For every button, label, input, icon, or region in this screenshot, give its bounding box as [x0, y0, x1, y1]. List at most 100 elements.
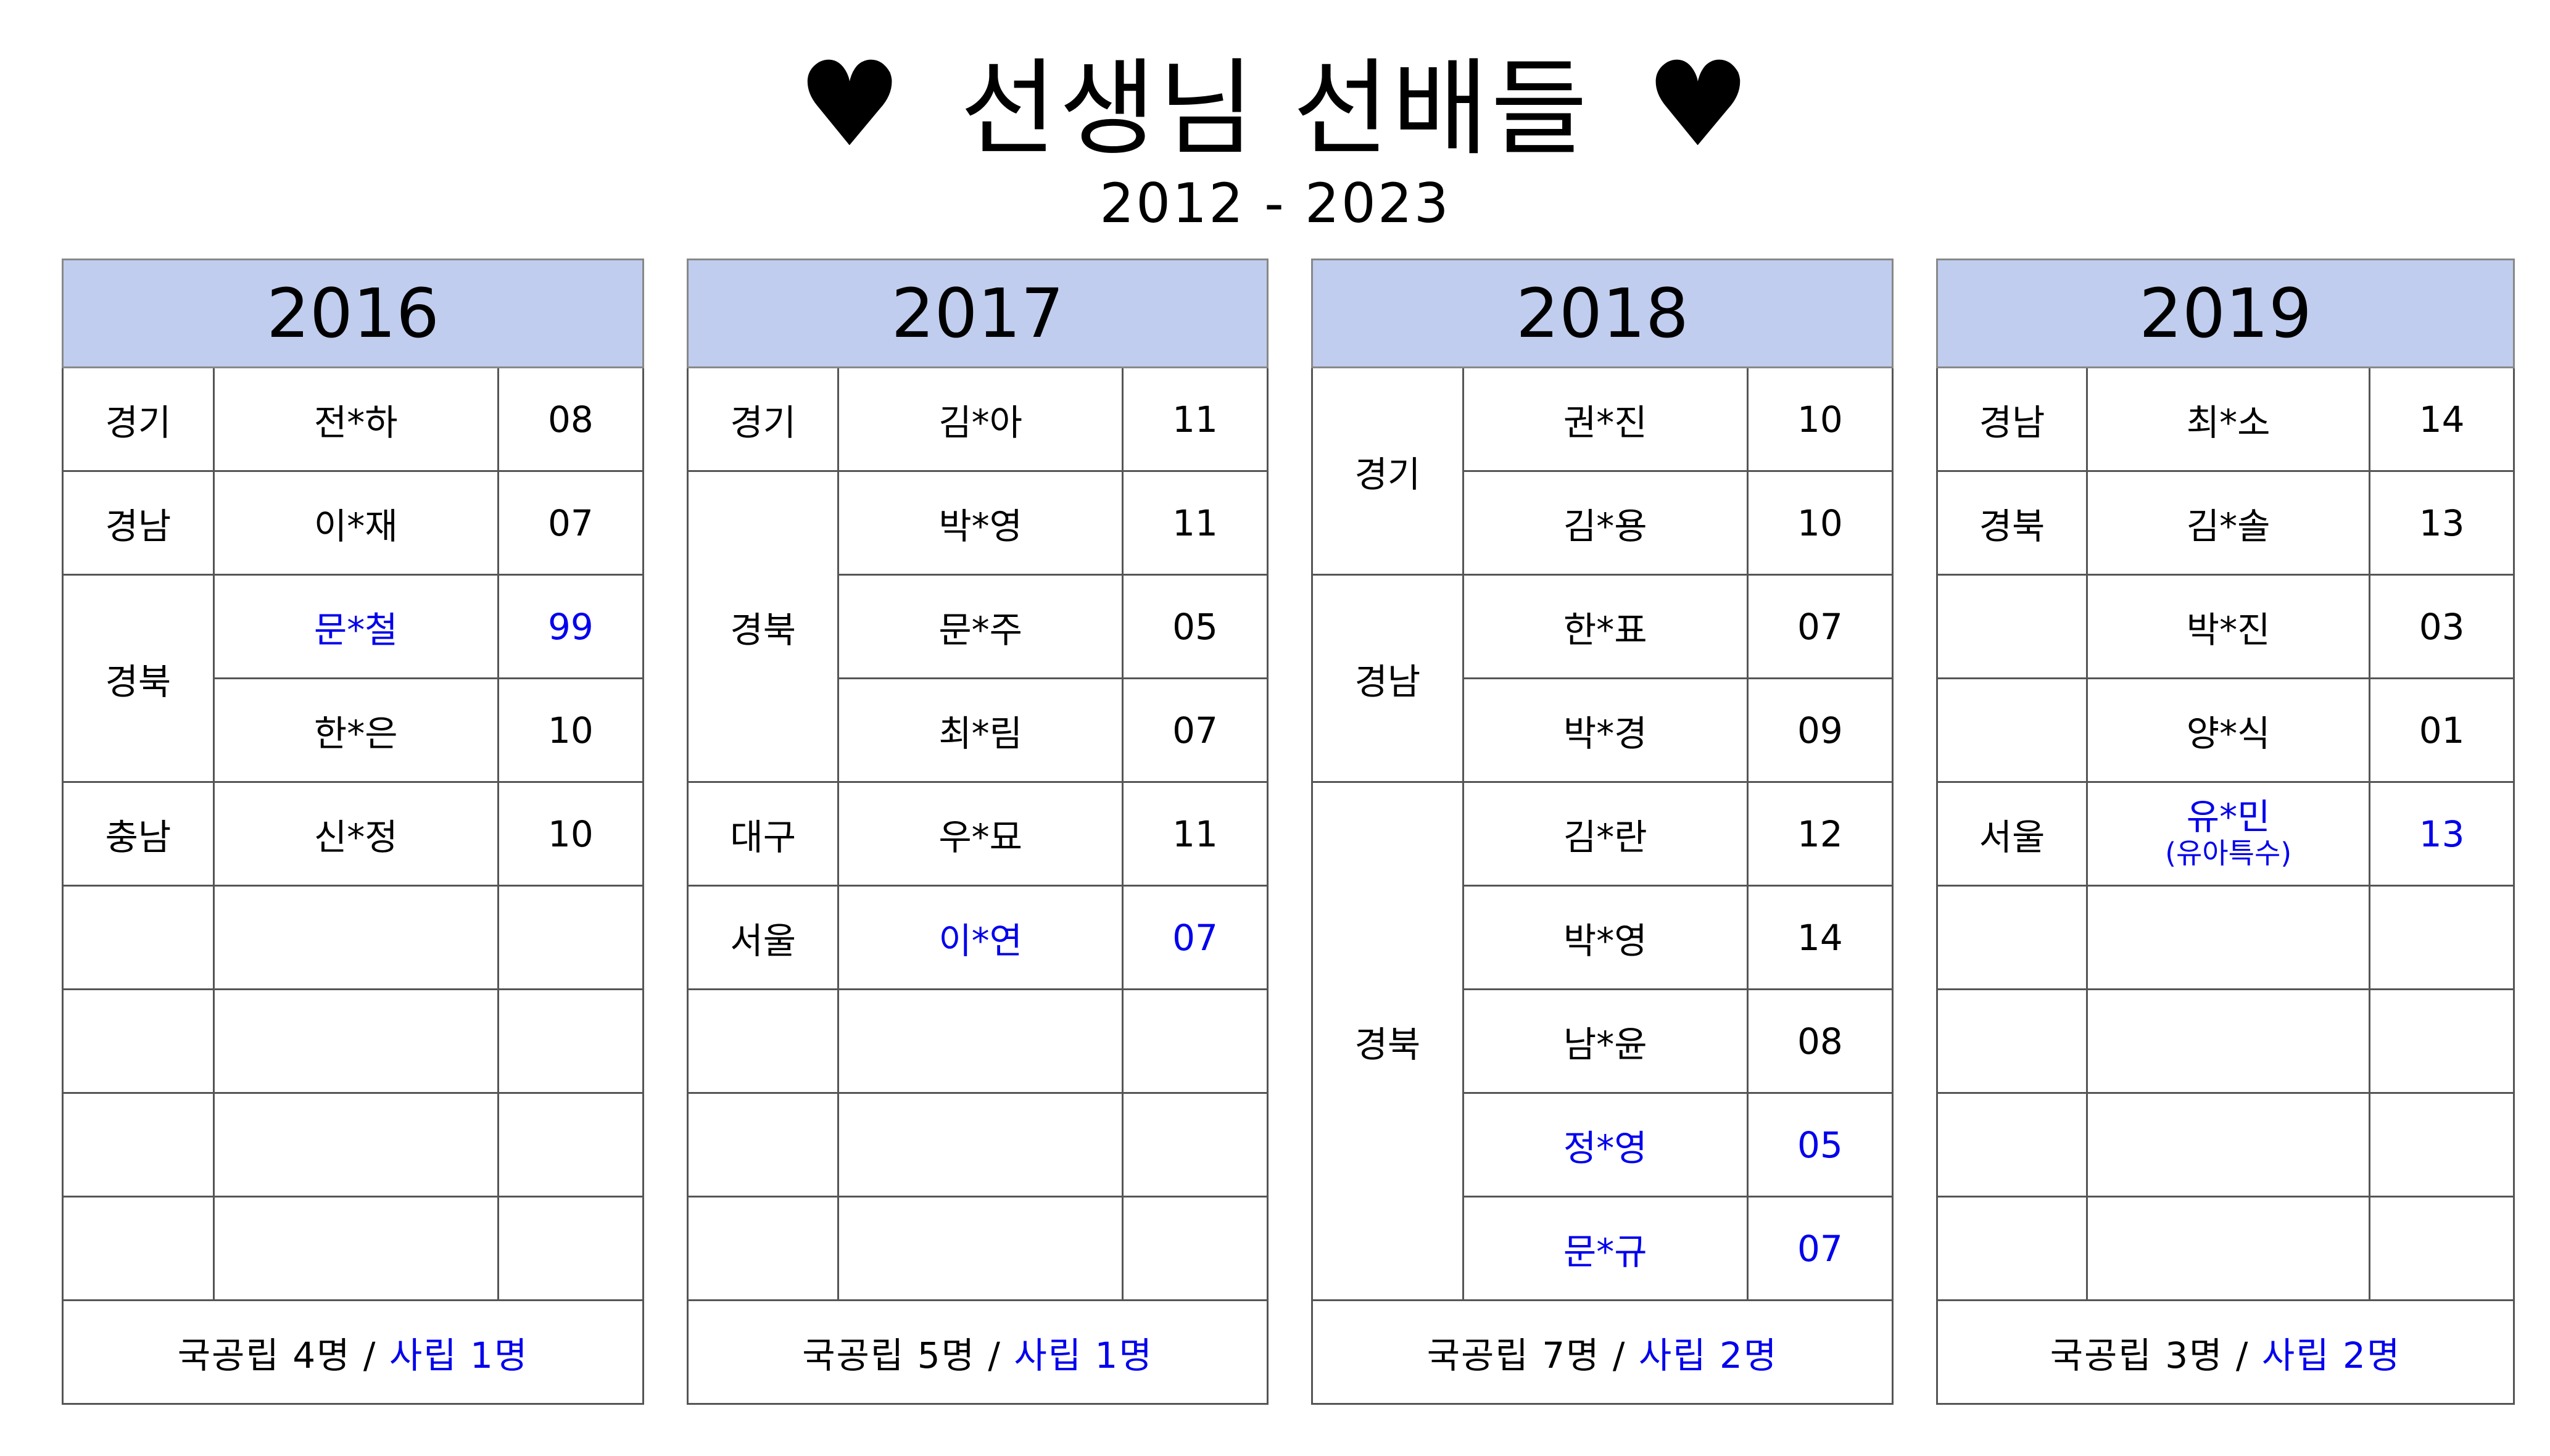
table-row: 경기 전*하 08 [62, 366, 645, 472]
name-cell: 김*아 [837, 366, 1124, 472]
count-cell: 99 [497, 574, 645, 679]
name-cell: 한*은 [212, 677, 499, 783]
count-cell: 14 [2369, 366, 2515, 472]
table-row: 박*경 09 [1312, 677, 1894, 783]
region-cell: 서울 [686, 885, 840, 990]
name-text: 한*은 [313, 712, 398, 755]
table-row: 박*진 03 [1935, 574, 2515, 679]
name-cell [2086, 988, 2371, 1094]
table-row [62, 988, 645, 1094]
region-cell [1935, 885, 2088, 990]
table-row: 정*영 05 [1312, 1092, 1894, 1197]
region-cell [1935, 988, 2088, 1094]
year-header: 2017 [687, 259, 1269, 368]
count-cell [2369, 885, 2515, 990]
count-cell [497, 1092, 645, 1197]
heart-icon: ♥ [797, 36, 905, 173]
private-count: 사립 1명 [1014, 1334, 1153, 1376]
name-cell: 한*표 [1462, 574, 1749, 679]
region-cell [62, 988, 215, 1094]
private-count: 사립 2명 [2261, 1334, 2401, 1376]
table-row: 문*주 05 [688, 574, 1269, 679]
name-cell: 문*규 [1462, 1196, 1749, 1301]
table-row: 경기 권*진 10 [1311, 366, 1894, 576]
name-cell [2086, 885, 2371, 990]
name-cell [837, 988, 1124, 1094]
count-cell: 11 [1121, 470, 1269, 576]
table-row: 양*식 01 [1935, 677, 2515, 783]
region-cell [1935, 1196, 2088, 1301]
region-cell: 경기 [1311, 366, 1464, 576]
table-row: 경북 박*영 11 [686, 470, 1269, 783]
name-text: 신*정 [313, 816, 398, 858]
public-count: 국공립 5명 [802, 1334, 975, 1376]
table-row: 박*영 14 [1312, 885, 1894, 990]
public-count: 국공립 4명 [177, 1334, 351, 1376]
table-row [686, 1092, 1269, 1197]
count-cell: 10 [497, 781, 645, 887]
summary-footer: 국공립 3명 / 사립 2명 [1936, 1299, 2515, 1405]
name-text: 한*표 [1563, 608, 1647, 651]
count-cell [2369, 1092, 2515, 1197]
heart-icon: ♥ [1645, 36, 1753, 173]
name-cell: 문*주 [837, 574, 1124, 679]
table-row: 김*용 10 [1312, 470, 1894, 576]
name-text: 전*하 [313, 401, 398, 444]
region-cell [62, 1092, 215, 1197]
count-cell: 07 [497, 470, 645, 576]
region-cell: 경기 [62, 366, 215, 472]
region-cell: 경북 [1935, 470, 2088, 576]
name-text: 김*솔 [2186, 505, 2271, 547]
table-row: 경남 최*소 14 [1935, 366, 2515, 472]
region-cell [686, 1196, 840, 1301]
table-row [686, 988, 1269, 1094]
region-cell: 경남 [62, 470, 215, 576]
name-text: 박*경 [1563, 712, 1647, 755]
name-cell: 전*하 [212, 366, 499, 472]
count-cell: 10 [497, 677, 645, 783]
table-row: 한*은 10 [63, 677, 645, 783]
count-cell [2369, 1196, 2515, 1301]
name-cell: 박*영 [1462, 885, 1749, 990]
subtitle-years: 2012 - 2023 [1099, 172, 1451, 235]
count-cell: 05 [1121, 574, 1269, 679]
region-cell: 대구 [686, 781, 840, 887]
name-text: 양*식 [2186, 712, 2271, 755]
summary-footer: 국공립 4명 / 사립 1명 [62, 1299, 644, 1405]
name-text: 이*연 [938, 919, 1023, 962]
name-text: 최*림 [938, 712, 1023, 755]
name-cell: 권*진 [1462, 366, 1749, 472]
name-cell: 최*림 [837, 677, 1124, 783]
separator: / [1600, 1334, 1639, 1376]
count-cell: 07 [1746, 1196, 1894, 1301]
region-cell: 경남 [1311, 574, 1464, 783]
table-row: 서울 유*민 (유아특수) 13 [1935, 781, 2515, 887]
table-row [1935, 1196, 2515, 1301]
count-cell: 10 [1746, 366, 1894, 472]
table-row: 서울 이*연 07 [686, 885, 1269, 990]
name-cell: 김*솔 [2086, 470, 2371, 576]
name-cell: 이*연 [837, 885, 1124, 990]
count-cell [1121, 1196, 1269, 1301]
name-cell [2086, 1196, 2371, 1301]
count-cell: 05 [1746, 1092, 1894, 1197]
region-cell [62, 1196, 215, 1301]
name-cell: 문*철 [212, 574, 499, 679]
name-cell [837, 1196, 1124, 1301]
name-text: 문*주 [938, 608, 1023, 651]
name-text: 김*아 [938, 401, 1023, 444]
table-row: 경북 문*철 99 [62, 574, 645, 783]
summary-footer: 국공립 5명 / 사립 1명 [687, 1299, 1269, 1405]
name-cell: 박*경 [1462, 677, 1749, 783]
name-cell [2086, 1092, 2371, 1197]
name-cell: 신*정 [212, 781, 499, 887]
table-row [686, 1196, 1269, 1301]
table-row [1935, 988, 2515, 1094]
table-row: 남*윤 08 [1312, 988, 1894, 1094]
year-header: 2016 [62, 259, 644, 368]
name-cell: 유*민 (유아특수) [2086, 781, 2371, 887]
name-text: 우*묘 [938, 816, 1023, 858]
table-row [1935, 1092, 2515, 1197]
name-cell: 이*재 [212, 470, 499, 576]
count-cell: 08 [497, 366, 645, 472]
